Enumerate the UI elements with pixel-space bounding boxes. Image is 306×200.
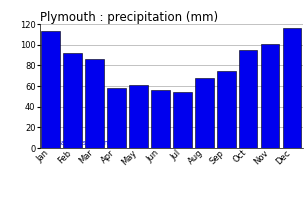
Text: Plymouth : precipitation (mm): Plymouth : precipitation (mm) <box>40 11 218 24</box>
Bar <box>107 88 126 148</box>
Bar <box>239 50 257 148</box>
Bar <box>129 85 148 148</box>
Bar <box>217 71 236 148</box>
Bar <box>85 59 104 148</box>
Bar <box>151 90 170 148</box>
Bar <box>173 92 192 148</box>
Bar <box>41 31 60 148</box>
Bar <box>283 28 301 148</box>
Text: www.allmetsat.com: www.allmetsat.com <box>43 140 111 146</box>
Bar <box>63 53 82 148</box>
Bar <box>261 44 279 148</box>
Bar <box>195 78 214 148</box>
